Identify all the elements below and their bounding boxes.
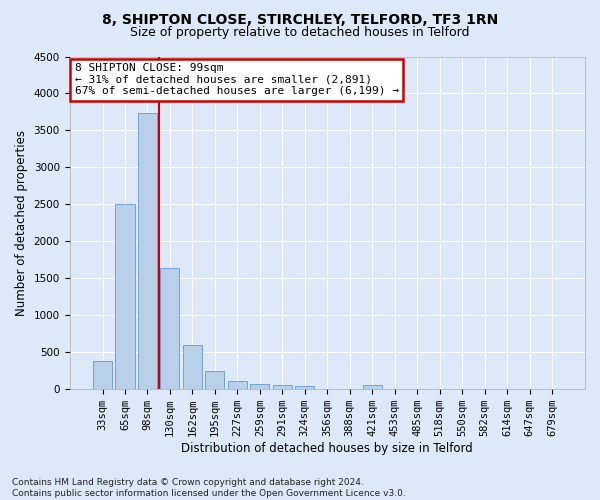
- Bar: [205, 371, 224, 389]
- Bar: [295, 386, 314, 389]
- Bar: [160, 268, 179, 389]
- Y-axis label: Number of detached properties: Number of detached properties: [15, 130, 28, 316]
- Bar: [138, 114, 157, 389]
- Bar: [250, 384, 269, 389]
- Text: Size of property relative to detached houses in Telford: Size of property relative to detached ho…: [130, 26, 470, 39]
- Text: 8 SHIPTON CLOSE: 99sqm
← 31% of detached houses are smaller (2,891)
67% of semi-: 8 SHIPTON CLOSE: 99sqm ← 31% of detached…: [74, 63, 398, 96]
- Bar: [273, 385, 292, 389]
- Bar: [362, 385, 382, 389]
- Text: 8, SHIPTON CLOSE, STIRCHLEY, TELFORD, TF3 1RN: 8, SHIPTON CLOSE, STIRCHLEY, TELFORD, TF…: [102, 12, 498, 26]
- Bar: [115, 204, 134, 389]
- Bar: [228, 381, 247, 389]
- X-axis label: Distribution of detached houses by size in Telford: Distribution of detached houses by size …: [181, 442, 473, 455]
- Text: Contains HM Land Registry data © Crown copyright and database right 2024.
Contai: Contains HM Land Registry data © Crown c…: [12, 478, 406, 498]
- Bar: [93, 361, 112, 389]
- Bar: [183, 345, 202, 389]
